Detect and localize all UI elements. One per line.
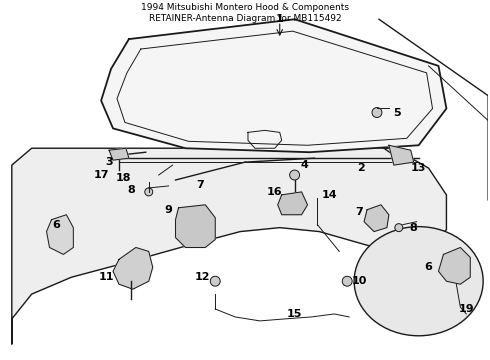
Text: 6: 6 <box>52 220 60 230</box>
Polygon shape <box>364 205 389 231</box>
Text: 15: 15 <box>287 309 302 319</box>
Circle shape <box>210 276 220 286</box>
Ellipse shape <box>354 227 483 336</box>
Text: 7: 7 <box>196 180 204 190</box>
Polygon shape <box>113 247 153 289</box>
Circle shape <box>372 108 382 117</box>
Circle shape <box>290 170 299 180</box>
Text: 1: 1 <box>276 14 284 24</box>
Text: 1994 Mitsubishi Montero Hood & Components
RETAINER-Antenna Diagram for MB115492: 1994 Mitsubishi Montero Hood & Component… <box>141 3 349 23</box>
Circle shape <box>342 276 352 286</box>
Text: 17: 17 <box>94 170 109 180</box>
Polygon shape <box>12 148 446 344</box>
Text: 3: 3 <box>105 157 113 167</box>
Text: 7: 7 <box>355 207 363 217</box>
Text: 14: 14 <box>321 190 337 200</box>
Text: 16: 16 <box>267 187 283 197</box>
Circle shape <box>395 224 403 231</box>
Text: 2: 2 <box>357 163 365 173</box>
Text: 10: 10 <box>351 276 367 286</box>
Polygon shape <box>109 148 129 160</box>
Polygon shape <box>439 247 470 284</box>
Text: 11: 11 <box>98 272 114 282</box>
Text: 4: 4 <box>300 160 309 170</box>
Polygon shape <box>101 19 446 152</box>
Text: 8: 8 <box>410 222 417 233</box>
Circle shape <box>145 188 153 196</box>
Text: 8: 8 <box>127 185 135 195</box>
Polygon shape <box>278 192 308 215</box>
Polygon shape <box>47 215 74 255</box>
Polygon shape <box>389 145 414 165</box>
Text: 12: 12 <box>195 272 210 282</box>
Text: 5: 5 <box>393 108 401 117</box>
Text: 19: 19 <box>459 304 474 314</box>
Text: 13: 13 <box>411 163 426 173</box>
Polygon shape <box>175 205 215 247</box>
Text: 6: 6 <box>425 262 433 272</box>
Text: 18: 18 <box>115 173 131 183</box>
Text: 9: 9 <box>165 205 172 215</box>
